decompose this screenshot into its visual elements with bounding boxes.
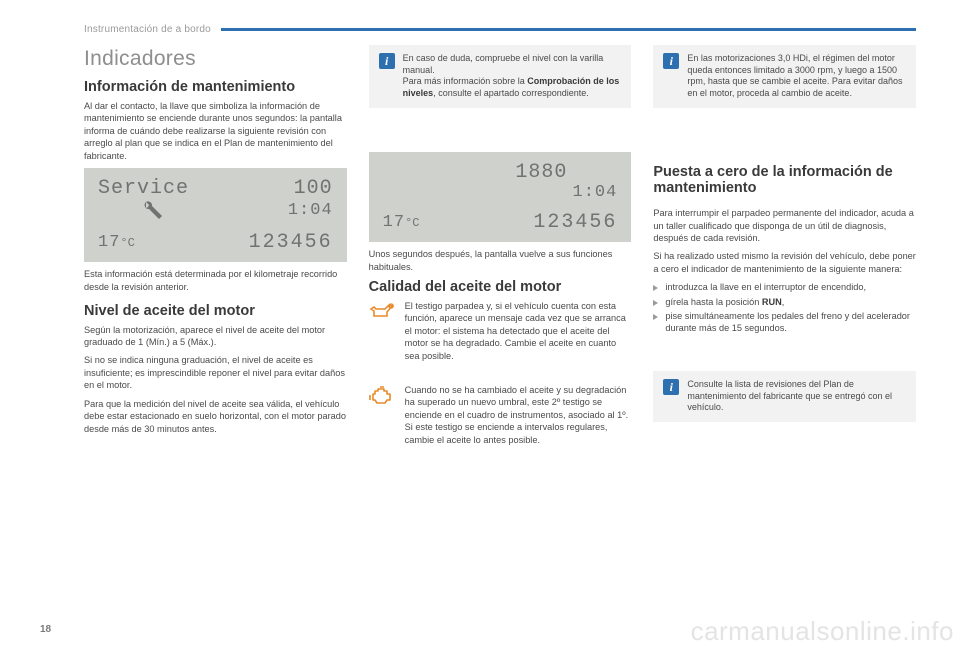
warning-row-oil: El testigo parpadea y, si el vehículo cu… xyxy=(369,300,632,362)
page-number: 18 xyxy=(40,624,51,635)
column-2: i En caso de duda, compruebe el nivel co… xyxy=(369,45,632,456)
text: gírela hasta la posición xyxy=(665,297,762,307)
info-text: Consulte la lista de revisiones del Plan… xyxy=(687,379,906,414)
list-item: pise simultáneamente los pedales del fre… xyxy=(653,310,916,335)
column-1: Indicadores Información de mantenimiento… xyxy=(84,45,347,456)
display-temp: 17 xyxy=(98,233,120,252)
paragraph: Unos segundos después, la pantalla vuelv… xyxy=(369,248,632,273)
heading-oil-quality: Calidad del aceite del motor xyxy=(369,279,632,296)
oil-can-icon xyxy=(369,300,395,362)
info-text: En caso de duda, compruebe el nivel con … xyxy=(403,53,622,100)
text: , consulte el apartado correspondiente. xyxy=(433,88,589,98)
text: En caso de duda, compruebe el nivel con … xyxy=(403,53,604,75)
lcd-display-normal: 1880 1:04 17°C 123456 xyxy=(369,152,632,243)
watermark: carmanualsonline.info xyxy=(691,616,954,647)
display-time: 1:04 xyxy=(573,184,618,203)
display-odometer: 123456 xyxy=(533,212,617,234)
paragraph: Para interrumpir el parpadeo permanente … xyxy=(653,207,916,244)
paragraph: Según la motorización, aparece el nivel … xyxy=(84,324,347,349)
section-label: Instrumentación de a bordo xyxy=(84,24,211,35)
paragraph: Para que la medición del nivel de aceite… xyxy=(84,398,347,435)
header-bar: Instrumentación de a bordo xyxy=(84,24,916,35)
warning-text: El testigo parpadea y, si el vehículo cu… xyxy=(405,300,632,362)
lcd-display-service: Service 100 1:04 17°C 123456 xyxy=(84,168,347,262)
engine-icon xyxy=(369,384,395,446)
info-text: En las motorizaciones 3,0 HDi, el régime… xyxy=(687,53,906,100)
steps-list: introduzca la llave en el interruptor de… xyxy=(653,281,916,335)
list-item: introduzca la llave en el interruptor de… xyxy=(653,281,916,293)
list-item: gírela hasta la posición RUN, xyxy=(653,296,916,308)
heading-reset: Puesta a cero de la información de mante… xyxy=(653,164,916,197)
display-time: 1:04 xyxy=(288,202,333,221)
paragraph: Esta información está determinada por el… xyxy=(84,268,347,293)
paragraph: Si ha realizado usted mismo la revisión … xyxy=(653,250,916,275)
text-bold: RUN xyxy=(762,297,782,307)
warning-text: Cuando no se ha cambiado el aceite y su … xyxy=(405,384,632,446)
display-temp-unit: °C xyxy=(120,236,134,250)
paragraph: Al dar el contacto, la llave que simboli… xyxy=(84,100,347,162)
info-icon: i xyxy=(663,53,679,69)
heading-maintenance-info: Información de mantenimiento xyxy=(84,79,347,96)
paragraph: Si no se indica ninguna graduación, el n… xyxy=(84,354,347,391)
info-icon: i xyxy=(379,53,395,69)
warning-row-engine: Cuando no se ha cambiado el aceite y su … xyxy=(369,384,632,446)
content-columns: Indicadores Información de mantenimiento… xyxy=(84,45,916,456)
display-temp: 17 xyxy=(383,213,405,232)
manual-page: Instrumentación de a bordo Indicadores I… xyxy=(0,0,960,649)
page-title: Indicadores xyxy=(84,45,347,73)
info-box: i En las motorizaciones 3,0 HDi, el régi… xyxy=(653,45,916,108)
display-text: Service xyxy=(98,178,189,200)
display-odometer: 123456 xyxy=(249,232,333,254)
text: Para más información sobre la xyxy=(403,76,528,86)
info-icon: i xyxy=(663,379,679,395)
display-temp-unit: °C xyxy=(405,216,419,230)
display-value: 100 xyxy=(294,178,333,200)
display-value: 1880 xyxy=(515,162,617,184)
info-box: i En caso de duda, compruebe el nivel co… xyxy=(369,45,632,108)
header-rule xyxy=(221,28,916,31)
text: , xyxy=(782,297,785,307)
wrench-icon xyxy=(98,200,166,222)
column-3: i En las motorizaciones 3,0 HDi, el régi… xyxy=(653,45,916,456)
heading-oil-level: Nivel de aceite del motor xyxy=(84,303,347,320)
info-box: i Consulte la lista de revisiones del Pl… xyxy=(653,371,916,422)
